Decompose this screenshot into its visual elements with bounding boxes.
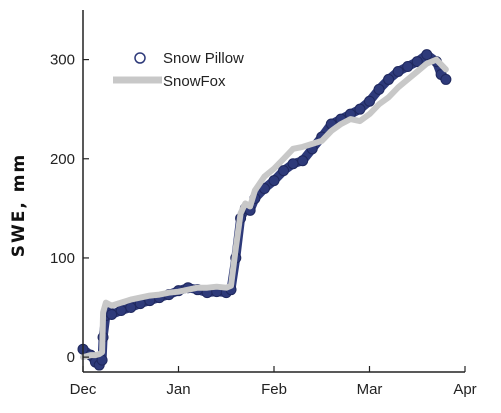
legend-marker-snow-pillow	[134, 52, 146, 64]
point-snow-pillow-43	[411, 56, 423, 68]
legend: Snow Pillow SnowFox	[113, 50, 244, 90]
point-snow-pillow-40	[383, 73, 395, 85]
point-snow-pillow-38	[364, 95, 375, 107]
point-snow-pillow-28	[268, 175, 280, 187]
x-tick-label-2: Feb	[261, 381, 287, 398]
y-tick-label-2: 200	[50, 151, 75, 168]
point-snow-pillow-29	[278, 165, 290, 177]
y-axis-label: SWE, mm	[9, 153, 29, 257]
point-snow-pillow-44	[421, 49, 433, 61]
plot-area	[77, 49, 452, 371]
legend-label-snowfox: SnowFox	[163, 73, 226, 90]
y-tick-label-3: 300	[50, 52, 75, 69]
point-snow-pillow-9	[115, 305, 127, 317]
point-snow-pillow-10	[125, 302, 137, 314]
y-tick-label-0: 0	[67, 349, 75, 366]
point-snow-pillow-41	[392, 65, 404, 77]
x-tick-label-4: Apr	[453, 381, 476, 398]
series-line-snow-pillow	[78, 50, 451, 370]
series-line-snowfox	[80, 56, 449, 361]
point-snow-pillow-42	[402, 61, 414, 73]
point-snow-pillow-30	[287, 158, 299, 170]
x-tick-label-0: Dec	[70, 381, 97, 398]
x-tick-label-1: Jan	[166, 381, 190, 398]
point-snow-pillow-8	[106, 308, 118, 320]
legend-label-snow-pillow: Snow Pillow	[163, 50, 244, 67]
point-snow-pillow-39	[373, 83, 385, 95]
y-tick-label-1: 100	[50, 250, 75, 267]
point-snow-pillow-47	[440, 73, 452, 85]
point-snow-pillow-31	[297, 155, 309, 167]
x-tick-label-3: Mar	[357, 381, 383, 398]
point-snow-pillow-37	[354, 103, 366, 115]
axes: SWE, mm 0 100 200 300 Dec Jan Feb Mar Apr	[9, 10, 477, 398]
